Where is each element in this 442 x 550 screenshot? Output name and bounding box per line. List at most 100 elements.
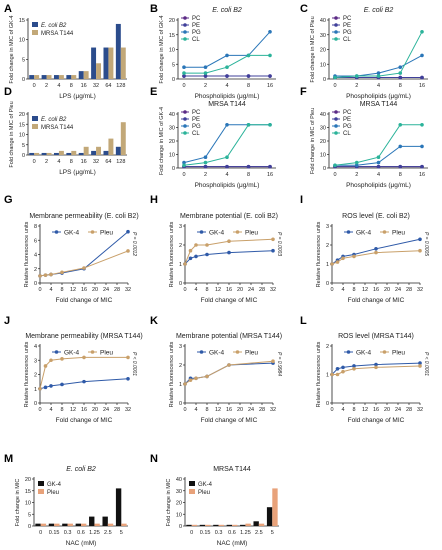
legend-marker	[54, 350, 59, 354]
x-tick-label: 20	[237, 287, 243, 293]
data-point	[203, 74, 208, 78]
legend-label: PG	[343, 30, 352, 36]
data-point	[188, 248, 193, 253]
bar	[66, 75, 72, 79]
y-tick-label: 0	[323, 77, 326, 83]
legend-marker	[346, 230, 351, 234]
legend-label: CL	[192, 37, 200, 43]
legend-marker	[183, 131, 187, 135]
data-point	[205, 252, 209, 257]
y-tick-label: 40	[320, 112, 326, 118]
data-point	[352, 254, 356, 259]
x-axis-label: Phospholipids (μg/mL)	[346, 182, 411, 189]
data-point	[418, 237, 422, 242]
x-tick-label: 16	[419, 172, 425, 178]
legend-marker	[183, 16, 187, 20]
legend-label: PE	[192, 23, 200, 29]
x-tick-label: 0	[38, 407, 41, 413]
x-tick-label: 4	[225, 172, 228, 178]
legend-marker	[199, 350, 204, 354]
y-axis-label: Fold change in MIC	[15, 479, 21, 527]
y-tick-label: 3	[34, 358, 37, 364]
legend-marker	[183, 124, 187, 128]
data-point	[374, 250, 378, 255]
data-point	[225, 53, 229, 58]
bar	[67, 523, 73, 526]
legend-marker	[334, 124, 338, 128]
bar	[96, 63, 102, 79]
data-point	[126, 355, 130, 360]
p-value: P = 0.0003	[276, 232, 282, 256]
data-point	[268, 164, 272, 169]
data-point	[126, 229, 130, 234]
p-value: P < 0.0001	[423, 352, 429, 376]
y-tick-label: 5	[28, 512, 31, 518]
chart-title: MRSA T144	[208, 101, 246, 108]
x-tick-label: 32	[417, 407, 423, 413]
y-tick-label: 30	[176, 489, 182, 495]
series-line	[184, 238, 274, 265]
x-tick-label: 0	[330, 407, 333, 413]
y-tick-label: 4	[34, 344, 37, 350]
bar	[205, 524, 211, 526]
x-tick-label: 5	[120, 530, 123, 536]
x-tick-label: 0.15	[49, 530, 60, 536]
chart-title: MRSA T144	[360, 101, 398, 108]
bar	[266, 507, 273, 526]
y-tick-label: 3	[326, 224, 329, 230]
bar	[71, 150, 77, 155]
data-point	[335, 367, 340, 371]
x-tick-label: 12	[215, 287, 221, 293]
x-tick-label: 0.15	[200, 530, 211, 536]
legend-marker	[334, 117, 338, 121]
bar	[78, 152, 84, 155]
x-tick-label: 0	[38, 287, 41, 293]
x-axis-label: Phospholipids (μg/mL)	[195, 182, 260, 189]
data-point	[60, 382, 64, 387]
y-axis-label: Relative fluorescence units	[316, 341, 322, 407]
data-point	[374, 362, 378, 367]
y-tick-label: 20	[169, 18, 175, 24]
bar	[94, 523, 100, 526]
panel-letter: J	[4, 315, 10, 327]
data-point	[376, 160, 381, 165]
panel-letter: K	[150, 315, 158, 327]
data-point	[82, 379, 86, 384]
panel-n: N MRSA T144 0 10 20 30 40 Fold change in MIC NAC…	[150, 453, 279, 547]
legend-label: E. coli B2	[41, 117, 67, 123]
bar	[108, 47, 114, 79]
series-line	[39, 356, 128, 389]
x-tick-label: 0.3	[215, 530, 223, 536]
y-tick-label: 0	[172, 77, 175, 83]
legend-swatch	[32, 30, 38, 35]
data-point	[376, 74, 381, 78]
x-tick-label: 0.6	[228, 530, 236, 536]
legend-label: PE	[343, 23, 351, 29]
bar	[107, 523, 114, 526]
y-tick-label: 40	[320, 18, 326, 24]
y-tick-label: 0	[22, 153, 25, 159]
panel-letter: F	[300, 86, 307, 98]
x-tick-label: 20	[384, 407, 390, 413]
data-point	[420, 144, 424, 149]
x-tick-label: 32	[125, 287, 131, 293]
x-tick-label: 4	[341, 407, 344, 413]
series-line	[39, 250, 129, 277]
panel-letter: L	[300, 315, 307, 327]
x-tick-label: 8	[352, 287, 355, 293]
bar	[121, 523, 127, 526]
x-tick-label: 24	[103, 287, 109, 293]
y-tick-label: 10	[19, 133, 25, 139]
x-tick-label: 8	[352, 407, 355, 413]
y-tick-label: 40	[169, 112, 175, 118]
data-point	[225, 123, 229, 127]
data-point	[246, 123, 251, 127]
data-point	[194, 254, 198, 259]
x-tick-label: 16	[81, 159, 87, 165]
legend-label: PC	[343, 110, 352, 116]
y-axis-label: Relative fluorescence units	[24, 221, 30, 287]
x-tick-label: 16	[373, 407, 379, 413]
